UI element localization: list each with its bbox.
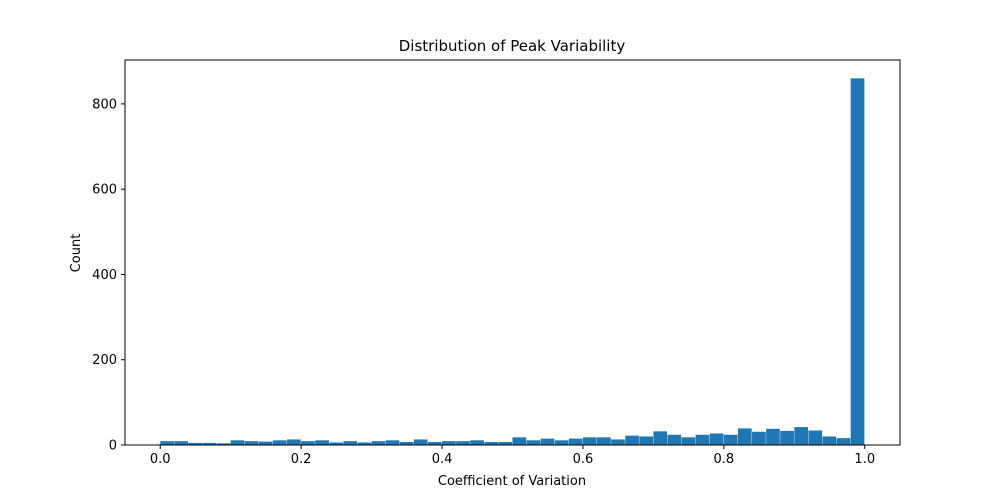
histogram-bar [582, 437, 597, 445]
x-axis-title: Coefficient of Variation [438, 474, 586, 489]
histogram-bar [456, 441, 470, 445]
y-tick-label: 0 [109, 439, 117, 454]
plot-frame [124, 59, 901, 446]
histogram-bar [822, 436, 837, 445]
histogram-bar [470, 440, 484, 445]
histogram-bar [385, 440, 400, 445]
y-tick-label: 600 [92, 183, 117, 198]
histogram-bar [202, 442, 217, 445]
histogram-bar [794, 427, 809, 445]
histogram-bar [625, 435, 639, 445]
y-tick-label: 400 [92, 268, 117, 283]
histogram-bar [329, 442, 344, 445]
histogram-bar [681, 437, 696, 445]
x-tick-label: 1.0 [854, 452, 875, 467]
histogram-bar [597, 437, 611, 445]
histogram-bar [258, 441, 273, 445]
histogram-bar [850, 78, 865, 445]
histogram-bar [160, 441, 174, 445]
histogram-bar [568, 438, 583, 445]
histogram-bar [512, 437, 527, 445]
histogram-bar [442, 441, 456, 445]
histogram-bar [399, 442, 414, 445]
x-tick-label: 0.4 [432, 452, 453, 467]
y-tick-label: 200 [92, 353, 117, 368]
histogram-bar [737, 428, 752, 445]
histogram-bar [639, 436, 654, 445]
histogram-bar [667, 434, 682, 445]
histogram-bar [808, 430, 823, 445]
histogram-bar [484, 442, 499, 445]
histogram-bar [188, 442, 203, 445]
histogram-bar [780, 430, 794, 445]
histogram-bar [611, 439, 625, 445]
histogram-bar [230, 440, 245, 445]
x-axis: 0.0 0.2 0.4 0.6 0.8 1.0 [150, 445, 875, 467]
histogram-bar [709, 433, 724, 445]
histogram-bar [371, 441, 386, 445]
histogram-bar [836, 438, 851, 445]
histogram-bar [413, 439, 428, 445]
histogram-bar [766, 428, 780, 445]
histogram-bar [653, 431, 668, 445]
histogram-bar [526, 440, 541, 445]
bars-group [160, 78, 865, 445]
y-axis-title: Count [69, 234, 84, 273]
histogram-bar [287, 439, 301, 445]
histogram-bar [723, 434, 738, 445]
histogram-bar [427, 442, 442, 445]
histogram-bar [554, 440, 569, 445]
histogram-bar [752, 431, 766, 445]
x-tick-label: 0.2 [291, 452, 312, 467]
x-tick-label: 0.0 [150, 452, 171, 467]
histogram-bar [216, 443, 231, 445]
histogram-bar [695, 434, 710, 445]
x-tick-label: 0.8 [714, 452, 735, 467]
y-axis: 0 200 400 600 800 [92, 97, 125, 454]
histogram-bar [315, 440, 329, 445]
histogram-bar [498, 442, 513, 445]
histogram-bar [244, 441, 259, 445]
histogram-bar [540, 438, 555, 445]
x-tick-label: 0.6 [573, 452, 594, 467]
histogram-bar [301, 441, 315, 445]
y-tick-label: 800 [92, 97, 117, 112]
chart-title: Distribution of Peak Variability [399, 37, 626, 55]
histogram-bar [343, 441, 358, 445]
histogram-bar [357, 442, 372, 445]
histogram-bar [272, 440, 287, 445]
histogram-bar [174, 441, 189, 445]
